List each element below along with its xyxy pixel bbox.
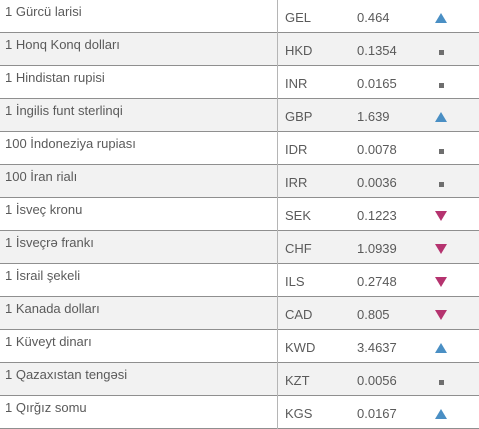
- currency-code: KWD: [285, 340, 316, 355]
- currency-rate: 0.2748: [357, 274, 397, 289]
- square-icon: [434, 145, 448, 157]
- currency-rate: 3.4637: [357, 340, 397, 355]
- currency-rate: 0.0165: [357, 76, 397, 91]
- currency-rate: 0.1223: [357, 208, 397, 223]
- table-row: 1 İngilis funt sterlinqi GBP 1.639: [0, 99, 479, 132]
- table-row: 1 İsveç kronu SEK 0.1223: [0, 198, 479, 231]
- currency-name: 1 Hindistan rupisi: [5, 70, 105, 85]
- table-row: 100 İran rialı IRR 0.0036: [0, 165, 479, 198]
- triangle-down-icon: [434, 211, 448, 223]
- currency-code: HKD: [285, 43, 313, 58]
- currency-rate: 0.464: [357, 10, 390, 25]
- currency-name: 1 İngilis funt sterlinqi: [5, 103, 123, 118]
- currency-name: 100 İran rialı: [5, 169, 78, 184]
- table-row: 1 Qazaxıstan tengəsi KZT 0.0056: [0, 363, 479, 396]
- currency-code: GEL: [285, 10, 312, 25]
- table-row: 1 Honq Konq dolları HKD 0.1354: [0, 33, 479, 66]
- currency-rate: 0.805: [357, 307, 390, 322]
- currency-code: INR: [285, 76, 308, 91]
- currency-name: 1 Gürcü larisi: [5, 4, 82, 19]
- square-icon: [434, 178, 448, 190]
- table-row: 1 Küveyt dinarı KWD 3.4637: [0, 330, 479, 363]
- table-row: 1 Gürcü larisi GEL 0.464: [0, 0, 479, 33]
- currency-code: IDR: [285, 142, 308, 157]
- currency-code: CHF: [285, 241, 312, 256]
- table-row: 1 Qırğız somu KGS 0.0167: [0, 396, 479, 429]
- table-row: 1 İsveçrə frankı CHF 1.0939: [0, 231, 479, 264]
- currency-code: SEK: [285, 208, 312, 223]
- currency-rate: 0.0167: [357, 406, 397, 421]
- table-row: 1 İsrail şekeli ILS 0.2748: [0, 264, 479, 297]
- currency-name: 100 İndoneziya rupiası: [5, 136, 136, 151]
- currency-rate: 0.1354: [357, 43, 397, 58]
- column-divider: [277, 0, 278, 429]
- triangle-up-icon: [434, 409, 448, 421]
- triangle-up-icon: [434, 343, 448, 355]
- currency-name: 1 İsveçrə frankı: [5, 235, 94, 250]
- currency-name: 1 Qırğız somu: [5, 400, 87, 415]
- triangle-down-icon: [434, 310, 448, 322]
- currency-code: ILS: [285, 274, 305, 289]
- currency-code: CAD: [285, 307, 313, 322]
- square-icon: [434, 376, 448, 388]
- table-row: 1 Kanada dolları CAD 0.805: [0, 297, 479, 330]
- triangle-down-icon: [434, 244, 448, 256]
- currency-rate: 0.0056: [357, 373, 397, 388]
- currency-rate: 1.0939: [357, 241, 397, 256]
- square-icon: [434, 79, 448, 91]
- currency-rate: 0.0036: [357, 175, 397, 190]
- triangle-down-icon: [434, 277, 448, 289]
- currency-code: IRR: [285, 175, 308, 190]
- currency-code: KGS: [285, 406, 313, 421]
- triangle-up-icon: [434, 13, 448, 25]
- currency-code: GBP: [285, 109, 313, 124]
- currency-name: 1 Honq Konq dolları: [5, 37, 120, 52]
- currency-name: 1 İsrail şekeli: [5, 268, 81, 283]
- currency-rate: 0.0078: [357, 142, 397, 157]
- square-icon: [434, 46, 448, 58]
- table-row: 100 İndoneziya rupiası IDR 0.0078: [0, 132, 479, 165]
- currency-name: 1 Küveyt dinarı: [5, 334, 92, 349]
- table-row: 1 Hindistan rupisi INR 0.0165: [0, 66, 479, 99]
- currency-rate: 1.639: [357, 109, 390, 124]
- currency-name: 1 Qazaxıstan tengəsi: [5, 367, 128, 382]
- currency-name: 1 Kanada dolları: [5, 301, 100, 316]
- triangle-up-icon: [434, 112, 448, 124]
- currency-code: KZT: [285, 373, 310, 388]
- currency-name: 1 İsveç kronu: [5, 202, 83, 217]
